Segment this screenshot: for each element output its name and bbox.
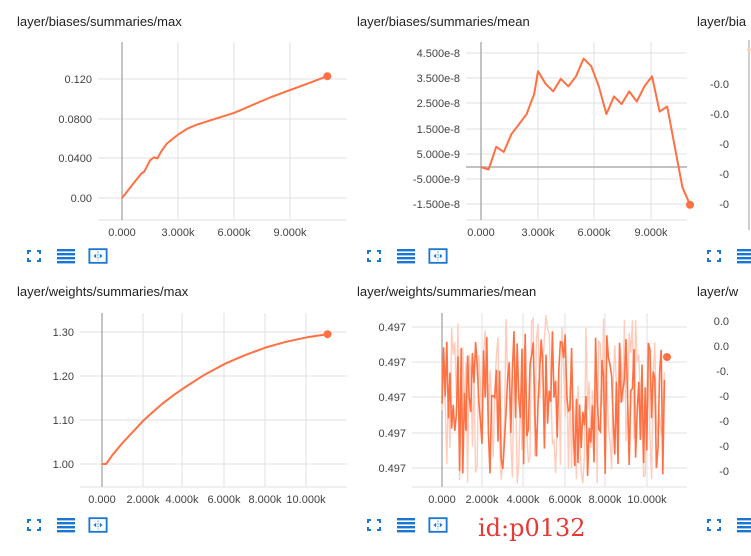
y-tick-label: 0.497 <box>378 392 406 404</box>
chart-plot-2: 1.00 1.10 1.20 1.30 0.000 2.000k 4.000k 6.000k 8… <box>53 313 347 506</box>
svg-text:0.0: 0.0 <box>714 316 729 328</box>
fullscreen-icon[interactable] <box>24 516 44 534</box>
x-tick-label: 8.000k <box>248 494 282 506</box>
fullscreen-icon[interactable] <box>364 247 384 265</box>
chart-title: layer/weights/summaries/mean <box>357 284 537 299</box>
chart-card-cut-off-bottom: layer/w <box>697 284 751 556</box>
svg-text:-0: -0 <box>719 466 729 478</box>
y-tick-label: 0.497 <box>378 357 406 369</box>
y-tick-label: 0.0800 <box>58 114 92 126</box>
x-tick-label: 6.000k <box>577 227 611 239</box>
chart-plot-1: -1.500e-8 -5.000e-9 5.000e-9 1.500e-8 2.500e… <box>413 42 694 239</box>
y-tick-label: 3.500e-8 <box>417 73 460 85</box>
fullscreen-icon[interactable] <box>704 516 724 534</box>
y-tick-label: 0.0400 <box>58 153 92 165</box>
y-tick-label: 0.497 <box>378 463 406 475</box>
series-line <box>441 331 666 476</box>
chart-plot-0: 0.00 0.0400 0.0800 0.120 0.000 3.000k 6.000k 9.… <box>58 42 347 239</box>
y-tick-label: 2.500e-8 <box>417 98 460 110</box>
x-tick-label: 10.000k <box>627 494 667 506</box>
y-tick-label: 1.00 <box>53 459 74 471</box>
data-list-icon[interactable] <box>736 247 751 265</box>
y-tick-label: 0.497 <box>378 428 406 440</box>
chart-title: layer/biases/summaries/mean <box>357 14 530 29</box>
x-tick-label: 8.000k <box>588 494 622 506</box>
series-line <box>480 57 691 206</box>
partial-chart-right-bottom: 0.0 0.0 -0. -0 -0 -0 -0 <box>714 316 729 478</box>
data-list-icon[interactable] <box>736 516 751 534</box>
chart-card-weights-mean: layer/weights/summaries/mean <box>357 284 697 556</box>
y-tick-label: 1.10 <box>53 415 74 427</box>
watermark-id: id:p0132 <box>478 514 586 542</box>
y-tick-label: 1.500e-8 <box>417 124 460 136</box>
fullscreen-icon[interactable] <box>364 516 384 534</box>
x-tick-label: 6.000k <box>548 494 582 506</box>
y-tick-label: -5.000e-9 <box>413 174 460 186</box>
y-tick-label: 0.120 <box>64 74 92 86</box>
y-tick-label: 5.000e-9 <box>417 149 460 161</box>
series-end-point <box>323 72 332 81</box>
chart-card-weights-max: layer/weights/summaries/max <box>17 284 357 556</box>
x-tick-label: 9.000k <box>273 227 307 239</box>
y-tick-label: 1.30 <box>53 327 74 339</box>
fit-domain-icon[interactable] <box>428 516 448 534</box>
chart-card-cut-off-top: layer/bia <box>697 14 751 286</box>
chart-title: layer/w <box>697 284 739 299</box>
fullscreen-icon[interactable] <box>24 247 44 265</box>
y-tick-label: -1.500e-8 <box>413 199 460 211</box>
x-tick-label: 3.000k <box>521 227 555 239</box>
x-tick-label: 0.000 <box>428 494 456 506</box>
x-tick-label: 0.000 <box>108 227 136 239</box>
svg-text:-0: -0 <box>719 416 729 428</box>
svg-text:-0: -0 <box>719 391 729 403</box>
fit-domain-icon[interactable] <box>88 247 108 265</box>
x-tick-label: 2.000k <box>465 494 499 506</box>
data-list-icon[interactable] <box>396 247 416 265</box>
x-tick-label: 2.000k <box>126 494 160 506</box>
series-end-point <box>663 353 671 361</box>
x-tick-label: 10.000k <box>286 494 326 506</box>
svg-text:0.0: 0.0 <box>714 341 729 353</box>
fit-domain-icon[interactable] <box>88 516 108 534</box>
series-line <box>102 333 328 465</box>
chart-card-biases-mean: layer/biases/summaries/mean <box>357 14 697 286</box>
x-tick-label: 0.000 <box>88 494 116 506</box>
chart-title: layer/biases/summaries/max <box>17 14 182 29</box>
series-end-point <box>323 330 332 339</box>
x-tick-label: 6.000k <box>217 227 251 239</box>
chart-title: layer/weights/summaries/max <box>17 284 189 299</box>
x-tick-label: 4.000k <box>165 494 199 506</box>
fullscreen-icon[interactable] <box>704 247 724 265</box>
svg-text:-0.0: -0.0 <box>710 79 729 91</box>
data-list-icon[interactable] <box>396 516 416 534</box>
svg-text:-0: -0 <box>719 169 729 181</box>
x-tick-label: 9.000k <box>634 227 668 239</box>
x-tick-label: 6.000k <box>207 494 241 506</box>
data-list-icon[interactable] <box>56 247 76 265</box>
x-tick-label: 3.000k <box>161 227 195 239</box>
chart-plot-3: 0.497 0.497 0.497 0.497 0.497 0.000 2.000k 4.00… <box>378 313 687 506</box>
y-tick-label: 1.20 <box>53 371 74 383</box>
chart-card-biases-max: layer/biases/summaries/max <box>17 14 357 286</box>
y-tick-label: 0.00 <box>71 193 92 205</box>
x-tick-label: 0.000 <box>467 227 495 239</box>
svg-text:-0.0: -0.0 <box>710 109 729 121</box>
svg-text:-0: -0 <box>719 199 729 211</box>
x-tick-label: 4.000k <box>506 494 540 506</box>
fit-domain-icon[interactable] <box>428 247 448 265</box>
partial-chart-right-top: -0.0 -0.0 -0 -0 -0 <box>710 40 751 230</box>
series-line <box>121 75 328 199</box>
y-tick-label: 4.500e-8 <box>417 48 460 60</box>
svg-text:-0.: -0. <box>716 366 729 378</box>
svg-text:-0: -0 <box>719 441 729 453</box>
series-end-point <box>686 200 694 209</box>
svg-text:-0: -0 <box>719 139 729 151</box>
data-list-icon[interactable] <box>56 516 76 534</box>
chart-title: layer/bia <box>697 14 747 29</box>
y-tick-label: 0.497 <box>378 322 406 334</box>
